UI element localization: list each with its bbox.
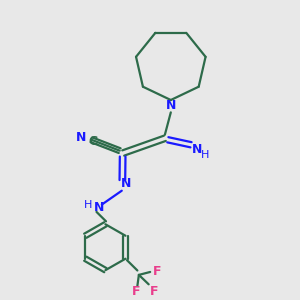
Text: F: F [149,285,158,298]
Text: F: F [152,266,161,278]
Text: H: H [84,200,92,210]
Text: C: C [88,135,97,148]
Text: H: H [201,150,209,161]
Text: N: N [166,99,176,112]
Text: N: N [192,143,203,156]
Text: F: F [132,285,140,298]
Text: N: N [76,130,86,144]
Text: N: N [94,201,104,214]
Text: N: N [121,177,131,190]
